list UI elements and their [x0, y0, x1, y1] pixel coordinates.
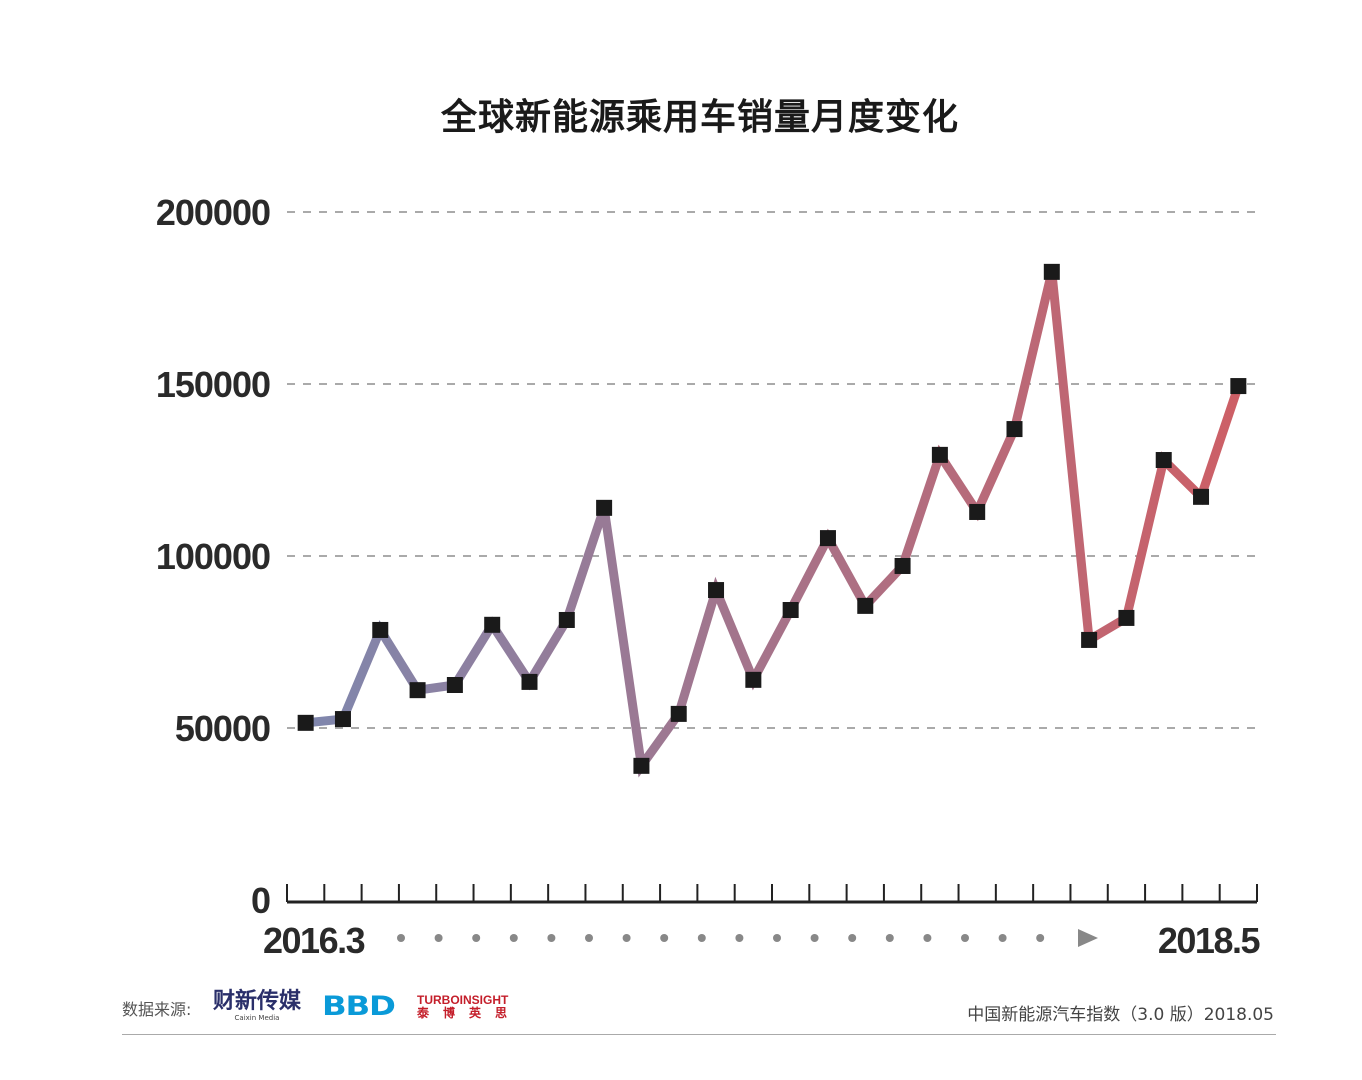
data-point-marker — [857, 597, 874, 614]
index-version-label: 中国新能源汽车指数（3.0 版）2018.05 — [967, 1005, 1274, 1025]
y-tick-label: 50000 — [175, 708, 270, 749]
data-point-marker — [1081, 631, 1098, 648]
data-point-marker — [1230, 378, 1247, 395]
timeline-dot — [622, 934, 631, 942]
timeline-dot — [810, 934, 819, 942]
data-point-marker — [894, 557, 911, 574]
timeline-dot — [547, 934, 556, 942]
timeline-dot — [885, 934, 894, 942]
data-point-marker — [409, 682, 426, 699]
x-end-label: 2018.5 — [1158, 920, 1261, 961]
data-point-marker — [558, 611, 575, 628]
timeline-dot — [998, 934, 1007, 942]
timeline-dot — [434, 934, 443, 942]
data-point-marker — [1155, 452, 1172, 469]
timeline-dot — [1036, 934, 1045, 942]
data-point-marker — [1043, 263, 1060, 280]
data-point-marker — [782, 602, 799, 619]
timeline-dot — [697, 934, 706, 942]
y-tick-label: 100000 — [156, 536, 270, 577]
timeline-dot — [585, 934, 593, 942]
timeline-dot — [961, 934, 969, 942]
y-tick-label: 200000 — [156, 192, 270, 233]
data-point-marker — [372, 621, 389, 638]
timeline-arrow-icon — [1078, 929, 1098, 947]
timeline-dot — [923, 934, 932, 942]
bbd-logo: BBD — [322, 991, 396, 1022]
sales-line — [305, 270, 1243, 778]
data-point-marker — [297, 714, 314, 731]
data-point-marker — [745, 671, 762, 688]
timeline-dot — [848, 934, 857, 942]
y-tick-label: 0 — [251, 880, 270, 921]
footer-divider — [122, 1034, 1276, 1035]
x-start-label: 2016.3 — [263, 920, 365, 961]
data-point-marker — [931, 446, 948, 463]
data-point-marker — [1193, 488, 1210, 505]
data-point-marker — [708, 582, 725, 599]
data-point-marker — [969, 503, 986, 520]
turboinsight-logo: TURBOINSIGHT 泰博英思 — [417, 993, 522, 1020]
source-label: 数据来源: — [122, 1000, 192, 1019]
data-point-marker — [484, 616, 501, 633]
data-point-marker — [670, 705, 687, 722]
timeline-dot — [397, 934, 405, 942]
data-point-marker — [596, 499, 613, 516]
y-tick-label: 150000 — [156, 364, 270, 405]
data-point-marker — [819, 530, 836, 547]
timeline-dot — [660, 934, 669, 942]
data-point-marker — [1118, 609, 1135, 626]
data-point-marker — [521, 673, 538, 690]
timeline-dot — [472, 934, 481, 942]
timeline-dot — [735, 934, 744, 942]
caixin-logo: 财新传媒 Caixin Media — [213, 989, 302, 1023]
data-point-marker — [633, 757, 650, 774]
timeline-dot — [773, 934, 781, 942]
data-point-marker — [446, 677, 463, 693]
timeline-dot — [509, 934, 518, 942]
data-point-marker — [334, 711, 351, 728]
chart-title: 全球新能源乘用车销量月度变化 — [440, 97, 959, 138]
data-point-marker — [1006, 421, 1023, 438]
